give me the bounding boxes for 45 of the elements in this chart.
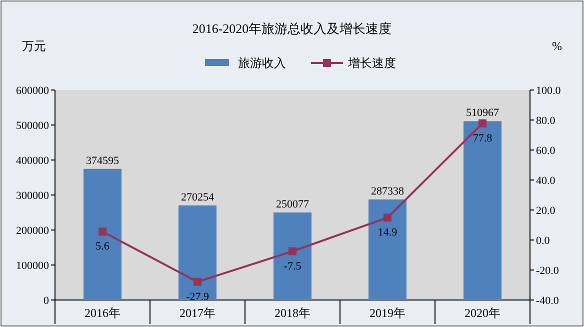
bar xyxy=(274,212,312,300)
data-label: 510967 xyxy=(466,107,500,120)
data-label: 14.9 xyxy=(378,226,398,239)
data-label: -27.9 xyxy=(186,290,210,303)
legend-label: 增长速度 xyxy=(347,56,396,70)
chart-title: 2016-2020年旅游总收入及增长速度 xyxy=(192,21,392,36)
y-tick-label: 400000 xyxy=(16,155,50,167)
y2-tick-label: 20.0 xyxy=(536,205,556,217)
y2-tick-label: -20.0 xyxy=(536,265,560,277)
x-tick-label: 2016年 xyxy=(84,306,120,320)
x-tick-label: 2019年 xyxy=(370,306,406,320)
x-tick-label: 2020年 xyxy=(464,306,500,320)
bar xyxy=(464,121,502,300)
point xyxy=(478,119,486,128)
data-label: 5.6 xyxy=(96,240,110,253)
point xyxy=(194,278,202,286)
x-tick-label: 2017年 xyxy=(180,306,216,320)
y-axis-title: 万元 xyxy=(22,39,46,53)
y-tick-label: 100000 xyxy=(16,260,50,272)
data-label: 250077 xyxy=(276,198,310,210)
y-tick-label: 500000 xyxy=(16,120,50,132)
point xyxy=(288,247,296,256)
y-tick-label: 600000 xyxy=(16,85,50,97)
y2-tick-label: -40.0 xyxy=(536,295,560,307)
y2-tick-label: 40.0 xyxy=(536,175,556,187)
bar xyxy=(368,199,406,300)
y2-tick-label: 60.0 xyxy=(536,145,556,157)
y2-tick-label: 0.0 xyxy=(536,235,550,247)
data-label: 374595 xyxy=(86,154,120,167)
y-tick-label: 0 xyxy=(44,295,50,307)
y2-tick-label: 80.0 xyxy=(536,115,556,127)
data-label: 287338 xyxy=(371,185,404,198)
y-tick-label: 200000 xyxy=(16,225,50,237)
data-label: 270254 xyxy=(181,191,214,204)
bar xyxy=(178,205,216,300)
point xyxy=(98,228,106,236)
point xyxy=(384,214,392,222)
legend-label: 旅游收入 xyxy=(238,56,286,70)
x-tick-label: 2018年 xyxy=(274,306,310,320)
data-label: 77.8 xyxy=(472,132,493,144)
y2-tick-label: 100.0 xyxy=(536,85,562,97)
bar xyxy=(84,168,122,300)
data-label: -7.5 xyxy=(284,260,302,272)
y2-axis-title: % xyxy=(552,39,562,53)
y-tick-label: 300000 xyxy=(16,190,50,202)
